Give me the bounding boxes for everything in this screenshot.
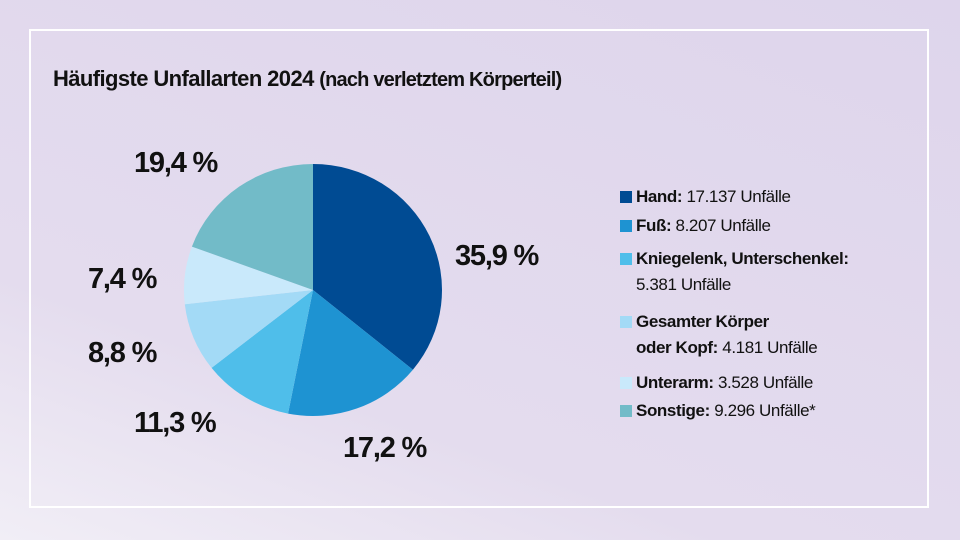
legend-swatch — [620, 253, 632, 265]
slice-label-knie: 11,3 % — [134, 407, 217, 439]
chart-subtitle: (nach verletztem Körperteil) — [319, 69, 562, 91]
slice-label-sonstige: 19,4 % — [134, 147, 218, 179]
slice-label-koerper: 8,8 % — [88, 337, 157, 369]
legend-swatch — [620, 377, 632, 389]
legend-swatch — [620, 405, 632, 417]
slice-label-hand: 35,9 % — [455, 240, 539, 272]
slice-label-fuss: 17,2 % — [343, 432, 427, 464]
pie-slice-kniegelenk-unterschenkel — [211, 290, 313, 414]
pie-slice-fuß — [288, 290, 413, 416]
chart-title: Häufigste Unfallarten 2024 (nach verletz… — [53, 66, 562, 91]
legend-swatch — [620, 191, 632, 203]
pie-slice-sonstige — [191, 164, 313, 290]
pie-slice-gesamter-körper-oder-kopf — [184, 290, 313, 368]
pie-slice-unterarm — [184, 246, 313, 305]
pie-slice-hand — [313, 164, 442, 370]
slice-label-unterarm: 7,4 % — [88, 263, 157, 295]
legend-swatch — [620, 220, 632, 232]
legend-swatch — [620, 316, 632, 328]
chart-frame — [29, 29, 929, 508]
